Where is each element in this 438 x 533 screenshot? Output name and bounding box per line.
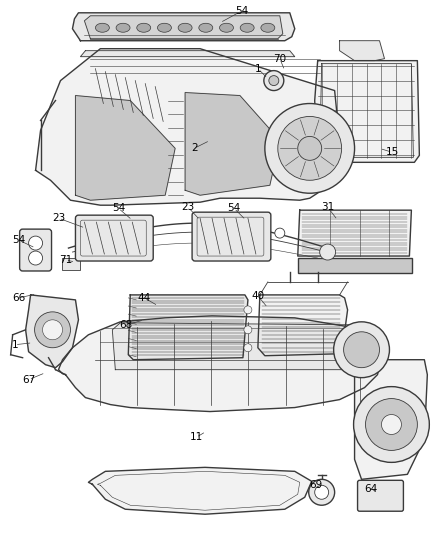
Text: 69: 69 xyxy=(308,480,321,490)
Circle shape xyxy=(308,479,334,505)
Ellipse shape xyxy=(157,23,171,32)
Text: 15: 15 xyxy=(385,147,398,157)
Text: 11: 11 xyxy=(189,432,202,442)
Text: 1: 1 xyxy=(254,63,261,74)
Ellipse shape xyxy=(260,23,274,32)
Circle shape xyxy=(263,70,283,91)
Ellipse shape xyxy=(219,23,233,32)
Circle shape xyxy=(35,312,71,348)
FancyBboxPatch shape xyxy=(20,229,51,271)
Polygon shape xyxy=(314,61,418,163)
Ellipse shape xyxy=(198,23,212,32)
Polygon shape xyxy=(88,467,311,514)
Circle shape xyxy=(264,103,354,193)
Bar xyxy=(297,258,411,273)
Circle shape xyxy=(314,486,328,499)
Circle shape xyxy=(268,76,278,86)
Polygon shape xyxy=(185,93,279,195)
Circle shape xyxy=(343,332,378,368)
FancyBboxPatch shape xyxy=(192,212,270,261)
Circle shape xyxy=(381,415,400,434)
Ellipse shape xyxy=(95,23,109,32)
Polygon shape xyxy=(25,295,78,368)
Ellipse shape xyxy=(137,23,150,32)
Polygon shape xyxy=(128,295,247,360)
Circle shape xyxy=(194,227,205,237)
Text: 68: 68 xyxy=(120,320,133,330)
Circle shape xyxy=(28,251,42,265)
FancyBboxPatch shape xyxy=(357,480,403,511)
Circle shape xyxy=(42,320,62,340)
Text: 54: 54 xyxy=(111,203,125,213)
Text: 44: 44 xyxy=(137,293,151,303)
Polygon shape xyxy=(72,13,294,41)
Ellipse shape xyxy=(240,23,254,32)
Polygon shape xyxy=(84,16,282,39)
Circle shape xyxy=(297,136,321,160)
Polygon shape xyxy=(339,41,384,61)
Polygon shape xyxy=(112,323,357,370)
Circle shape xyxy=(365,399,417,450)
Bar xyxy=(62,258,80,270)
Polygon shape xyxy=(354,360,426,479)
Text: 40: 40 xyxy=(251,291,264,301)
Text: 54: 54 xyxy=(12,235,25,245)
Polygon shape xyxy=(80,51,294,56)
Circle shape xyxy=(244,326,251,334)
Text: 71: 71 xyxy=(59,255,72,265)
Polygon shape xyxy=(35,49,339,205)
Text: 31: 31 xyxy=(320,202,333,212)
Text: 67: 67 xyxy=(22,375,35,385)
Text: 1: 1 xyxy=(11,340,18,350)
Circle shape xyxy=(333,322,389,378)
Text: 66: 66 xyxy=(12,293,25,303)
Text: 2: 2 xyxy=(191,143,197,154)
Text: 70: 70 xyxy=(272,54,286,63)
Circle shape xyxy=(277,117,341,180)
Circle shape xyxy=(353,386,428,463)
Circle shape xyxy=(274,228,284,238)
Circle shape xyxy=(244,344,251,352)
Polygon shape xyxy=(75,95,175,200)
Circle shape xyxy=(28,236,42,250)
Text: 54: 54 xyxy=(227,203,240,213)
Ellipse shape xyxy=(178,23,192,32)
Polygon shape xyxy=(297,210,410,256)
Ellipse shape xyxy=(116,23,130,32)
Text: 23: 23 xyxy=(181,202,194,212)
Circle shape xyxy=(244,306,251,314)
Polygon shape xyxy=(58,316,381,411)
Text: 64: 64 xyxy=(363,484,376,494)
Text: 23: 23 xyxy=(52,213,65,223)
Text: 54: 54 xyxy=(235,6,248,16)
FancyBboxPatch shape xyxy=(75,215,153,261)
Circle shape xyxy=(319,244,335,260)
Polygon shape xyxy=(257,295,347,356)
